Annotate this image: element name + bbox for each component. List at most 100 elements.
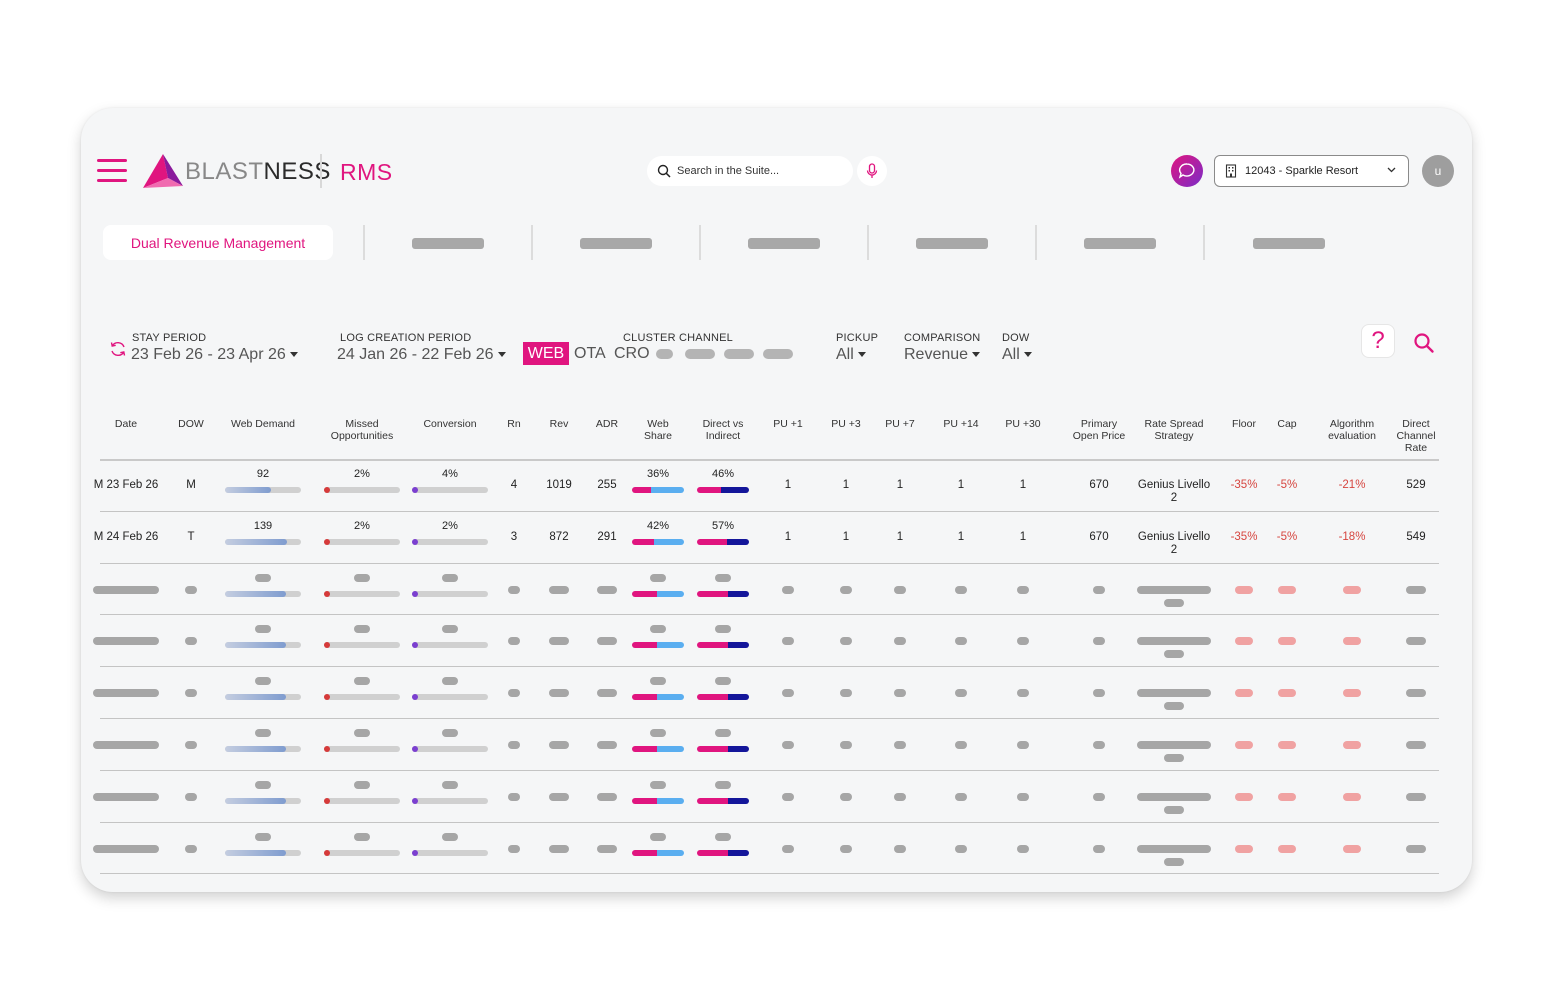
tab-5[interactable] [916,238,988,249]
cell-placeholder [1235,741,1253,749]
web-share-bar-b [656,642,684,649]
cell-pu7: 1 [896,479,904,491]
cell-cap: -5% [1276,479,1298,491]
cell-missed: 2% [354,519,370,532]
cell-placeholder [1343,637,1361,646]
cluster-option[interactable] [656,349,673,359]
tab-dual-revenue-management[interactable]: Dual Revenue Management [103,225,333,260]
col-cap: Cap [1277,418,1297,430]
cell-floor: -35% [1230,530,1258,543]
cell-placeholder [782,585,794,594]
cell-placeholder [354,729,370,737]
cell-placeholder [1343,844,1361,853]
web-share-bar-a [632,849,657,856]
cell-direct: 57% [711,519,735,532]
web-demand-bar [225,642,301,649]
cell-placeholder [782,689,794,698]
cluster-option[interactable] [685,349,715,359]
tab-6[interactable] [1084,238,1156,249]
missed-dot [324,694,330,701]
cell-pu14: 1 [957,530,965,543]
direct-indirect-bar [697,590,749,597]
dow-select[interactable]: All [1002,346,1032,364]
cell-pu1: 1 [784,530,792,543]
cell-placeholder [1017,689,1029,698]
cell-placeholder [1235,637,1253,646]
cell-placeholder [894,741,906,749]
conversion-dot [412,849,418,856]
cell-placeholder [255,573,271,582]
cell-placeholder [93,585,159,594]
tab-4[interactable] [748,238,820,249]
cell-placeholder [1343,585,1361,594]
web-demand-bar [225,590,301,597]
cell-placeholder [1278,689,1296,698]
cell-placeholder [508,741,520,749]
tab-7[interactable] [1253,238,1325,249]
pickup-select[interactable]: All [836,346,866,364]
web-demand-bar-fill [225,849,286,856]
cell-placeholder [1093,637,1105,646]
tab-3[interactable] [580,238,652,249]
stay-period-select[interactable]: 23 Feb 26 - 23 Apr 26 [131,346,298,364]
channel-cro[interactable]: CRO [614,345,650,362]
cell-placeholder [840,844,852,853]
cell-placeholder [1093,792,1105,801]
comparison-select[interactable]: Revenue [904,346,981,364]
web-share-bar-a [632,487,651,493]
property-select[interactable]: 12043 - Sparkle Resort [1214,155,1409,187]
help-button[interactable]: ? [1361,324,1395,358]
row-divider [100,718,1439,719]
cell-placeholder [255,625,271,634]
cell-placeholder [650,832,666,841]
search-icon[interactable] [1413,332,1435,354]
web-share-bar [632,746,684,752]
chat-button[interactable] [1171,155,1203,187]
caret-down-icon [1023,352,1032,358]
conversion-bar [412,746,488,752]
cluster-option[interactable] [763,349,793,359]
col-dow: DOW [178,418,204,430]
missed-bar [324,642,400,649]
refresh-icon[interactable] [109,340,127,358]
search-input[interactable]: Search in the Suite... [647,156,853,186]
cell-placeholder [715,780,731,789]
voice-search-button[interactable] [857,156,887,186]
direct-bar-a [697,538,727,545]
channel-ota[interactable]: OTA [574,345,606,362]
menu-icon[interactable] [97,159,127,183]
cell-placeholder [185,792,197,801]
conversion-dot [412,487,418,493]
cell-rate-strategy: Genius Livello [1137,479,1211,491]
cell-pu3: 1 [842,530,850,543]
conversion-bar [412,590,488,597]
cell-web_demand: 139 [253,519,273,532]
cell-floor: -35% [1230,479,1258,491]
tab-2[interactable] [412,238,484,249]
cell-placeholder [840,689,852,698]
web-share-bar-a [632,746,657,752]
cell-placeholder [442,729,458,737]
web-demand-bar [225,746,301,752]
channel-web[interactable]: WEB [523,342,569,365]
cell-placeholder [955,637,967,646]
cell-placeholder [782,844,794,853]
cell-placeholder [185,637,197,646]
conversion-dot [412,797,418,804]
col-web-share: Web Share [643,418,673,442]
cluster-option[interactable] [724,349,754,359]
cell-placeholder [650,729,666,737]
cell-placeholder [442,832,458,841]
web-share-bar-a [632,538,654,545]
app-window: BLASTNESS RMS Search in the Suite... 120… [81,108,1472,892]
cell-placeholder [185,585,197,594]
search-placeholder: Search in the Suite... [677,165,780,177]
cell-placeholder [1164,702,1184,711]
avatar[interactable]: u [1422,155,1454,187]
cell-placeholder [93,844,159,853]
log-period-select[interactable]: 24 Jan 26 - 22 Feb 26 [337,346,506,364]
microphone-icon [866,163,878,178]
missed-dot [324,538,330,545]
cell-placeholder [597,689,617,698]
cell-placeholder [255,832,271,841]
